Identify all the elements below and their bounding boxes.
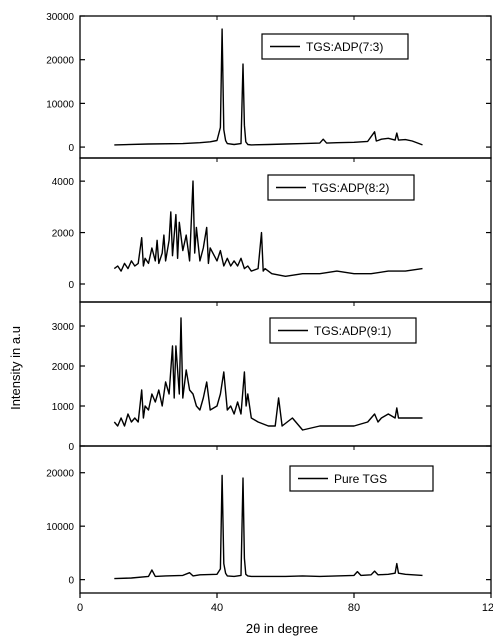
series-line bbox=[114, 28, 423, 146]
y-tick-label: 20000 bbox=[46, 469, 74, 480]
y-tick-label: 1000 bbox=[52, 402, 75, 413]
y-tick-label: 0 bbox=[68, 143, 74, 154]
series-line bbox=[113, 180, 423, 277]
y-tick-label: 3000 bbox=[52, 322, 75, 333]
y-tick-label: 0 bbox=[68, 280, 74, 291]
y-tick-label: 10000 bbox=[46, 522, 74, 533]
legend-label: TGS:ADP(9:1) bbox=[314, 324, 391, 338]
series-line bbox=[114, 474, 423, 580]
y-tick-label: 30000 bbox=[46, 12, 74, 23]
legend-label: TGS:ADP(8:2) bbox=[312, 181, 389, 195]
legend-label: Pure TGS bbox=[334, 472, 387, 486]
y-tick-label: 2000 bbox=[52, 362, 75, 373]
x-tick-label: 120 bbox=[482, 602, 493, 614]
series-line bbox=[113, 317, 423, 431]
y-tick-label: 0 bbox=[68, 576, 74, 587]
panel-4: 0 10000 20000 Pure TGS bbox=[46, 445, 492, 594]
panel-3: 0 1000 2000 3000 TGS:ADP(9:1) bbox=[52, 301, 492, 453]
x-axis-label: 2θ in degree bbox=[246, 621, 318, 636]
y-tick-label: 2000 bbox=[52, 229, 75, 240]
x-axis: 0 40 80 120 bbox=[77, 16, 493, 614]
legend-box bbox=[261, 33, 409, 60]
y-axis-label: Intensity in a.u bbox=[8, 326, 23, 410]
x-tick-label: 40 bbox=[211, 602, 223, 614]
y-tick-label: 4000 bbox=[52, 177, 75, 188]
panel-1: 0 10000 20000 30000 TGS:ADP(7:3) bbox=[46, 12, 492, 159]
y-tick-label: 0 bbox=[68, 442, 74, 453]
legend-label: TGS:ADP(7:3) bbox=[306, 40, 383, 54]
x-tick-label: 0 bbox=[77, 602, 83, 614]
panel-frame bbox=[79, 445, 492, 594]
x-tick-label: 80 bbox=[348, 602, 360, 614]
panel-2: 0 2000 4000 TGS:ADP(8:2) bbox=[52, 157, 492, 303]
y-tick-label: 10000 bbox=[46, 99, 74, 110]
y-tick-label: 20000 bbox=[46, 56, 74, 67]
